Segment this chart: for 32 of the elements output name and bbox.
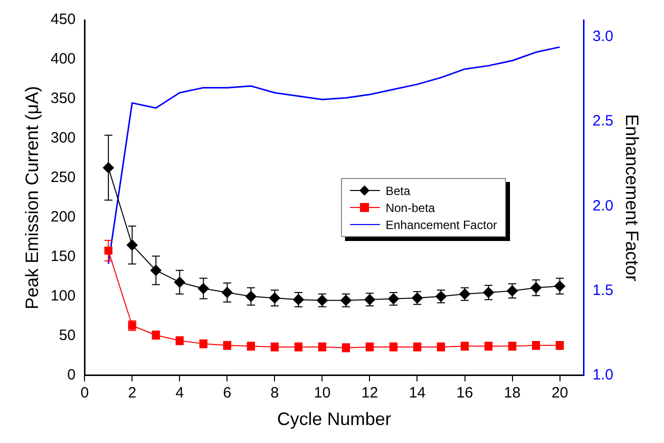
- x-tick-label: 0: [80, 384, 89, 402]
- x-tick-label: 20: [551, 384, 568, 402]
- x-tick-label: 16: [456, 384, 474, 402]
- y-tick-label: 0: [67, 366, 76, 384]
- y2-axis-title: Enhancement Factor: [622, 114, 642, 282]
- y2-tick-label: 2.5: [592, 112, 614, 130]
- x-tick-label: 18: [504, 384, 521, 402]
- y-tick-label: 150: [50, 248, 76, 266]
- y-tick-label: 200: [50, 208, 76, 226]
- y-tick-label: 250: [50, 169, 76, 186]
- x-tick-label: 12: [361, 384, 378, 402]
- y-axis-title: Peak Emission Current (μA): [22, 86, 42, 310]
- y-tick-label: 350: [50, 90, 76, 108]
- y2-tick-label: 1.5: [592, 282, 614, 299]
- legend-label: Beta: [386, 184, 410, 198]
- x-tick-label: 8: [270, 384, 279, 402]
- x-tick-label: 4: [175, 384, 184, 402]
- y-tick-label: 50: [58, 327, 76, 344]
- y-tick-label: 400: [50, 50, 76, 68]
- x-tick-label: 10: [314, 384, 331, 402]
- legend-label: Enhancement Factor: [386, 218, 497, 232]
- y2-tick-label: 2.0: [592, 197, 614, 214]
- y-tick-label: 450: [50, 11, 76, 28]
- legend-label: Non-beta: [386, 200, 435, 214]
- y-tick-label: 100: [50, 288, 76, 305]
- y2-tick-label: 3.0: [592, 28, 614, 46]
- x-axis-title: Cycle Number: [277, 409, 392, 430]
- y2-tick-label: 1.0: [592, 366, 614, 384]
- x-tick-label: 6: [223, 384, 232, 402]
- x-tick-label: 14: [408, 384, 426, 402]
- x-tick-label: 2: [128, 384, 136, 402]
- y-tick-label: 300: [50, 130, 76, 147]
